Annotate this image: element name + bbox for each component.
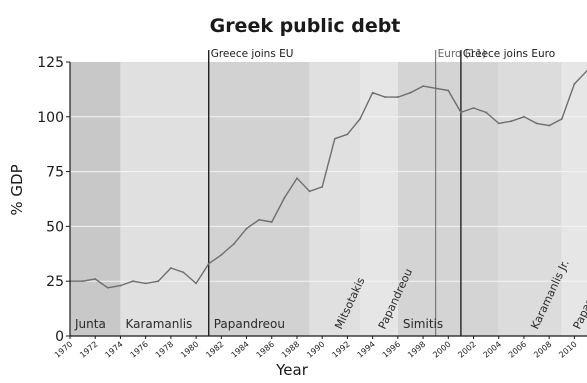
data-point	[396, 96, 399, 98]
axes	[69, 62, 587, 337]
data-point	[510, 120, 513, 123]
y-tick-label: 0	[55, 329, 64, 345]
y-tick-label: 75	[46, 165, 64, 181]
x-tick-label: 2006	[507, 340, 528, 360]
era-label: Simitis	[403, 317, 443, 331]
data-point	[485, 111, 488, 114]
x-tick-label: 2010	[557, 340, 578, 360]
y-axis-label: % GDP	[8, 164, 26, 215]
x-tick-label: 1998	[406, 340, 427, 360]
data-point	[270, 221, 273, 223]
data-point	[497, 122, 500, 125]
debt-line	[70, 70, 587, 289]
data-point	[144, 282, 147, 285]
data-point	[371, 91, 374, 94]
data-point	[321, 186, 324, 188]
x-tick-label: 2004	[482, 340, 503, 360]
x-tick-label: 2002	[456, 340, 477, 360]
x-tick-label: 1992	[330, 340, 351, 360]
data-point	[447, 89, 450, 92]
x-tick-label: 1982	[204, 340, 225, 360]
x-tick-label: 1994	[356, 340, 377, 360]
chart-title: Greek public debt	[210, 15, 401, 37]
event-label: Euro (11)	[438, 48, 487, 60]
x-tick-label: 1996	[381, 340, 402, 360]
era-band	[397, 62, 499, 336]
data-point	[460, 111, 462, 114]
event-label: Greece joins Euro	[463, 48, 555, 60]
x-tick-label: 1984	[229, 340, 250, 360]
era-band	[360, 62, 398, 336]
data-point	[472, 107, 475, 109]
data-point	[182, 271, 185, 274]
data-point	[245, 227, 248, 230]
data-point	[359, 118, 361, 120]
y-tick-label: 125	[37, 55, 64, 71]
era-band	[498, 62, 562, 336]
era-band	[309, 62, 361, 336]
era-band	[561, 62, 587, 336]
event-markers: Greece joins EU Euro (11)Greece joins Eur…	[208, 48, 555, 336]
x-tick-label: 2000	[431, 340, 452, 360]
y-tick-label: 100	[37, 110, 64, 126]
y-tick-labels: 0 25 50 75 100 125	[37, 55, 70, 345]
era-label: Karamanlis	[125, 317, 192, 331]
data-point	[560, 118, 563, 120]
era-bands	[70, 62, 587, 336]
data-point	[195, 282, 197, 285]
data-point	[333, 137, 336, 140]
data-point	[296, 177, 298, 180]
data-point	[106, 286, 109, 289]
era-label: Papandreou	[214, 317, 285, 331]
y-tick-label: 50	[46, 219, 64, 235]
era-band	[70, 62, 121, 336]
data-point	[81, 280, 84, 283]
data-point	[169, 267, 172, 269]
data-point	[535, 122, 538, 125]
y-tick-label: 25	[46, 274, 64, 290]
data-point	[422, 85, 424, 88]
data-point	[409, 91, 412, 94]
data-point	[132, 280, 134, 283]
data-point	[220, 253, 223, 256]
era-band	[208, 62, 310, 336]
event-label: Greece joins EU	[211, 48, 294, 60]
data-point	[346, 133, 349, 136]
x-tick-label: 1990	[305, 340, 326, 360]
era-band	[120, 62, 209, 336]
x-tick-label: 1986	[255, 340, 276, 360]
x-tick-label: 1976	[129, 340, 150, 360]
data-point	[207, 262, 210, 265]
x-tick-label: 2008	[532, 340, 553, 360]
data-point	[157, 280, 160, 283]
x-tick-label: 1988	[280, 340, 301, 360]
era-label: Junta	[74, 317, 106, 331]
data-point	[308, 190, 311, 193]
data-point	[119, 284, 122, 287]
data-point	[434, 87, 437, 90]
data-point	[523, 115, 525, 118]
x-tick-label: 1972	[78, 340, 99, 360]
x-tick-label: 1980	[179, 340, 200, 360]
data-point	[548, 124, 551, 127]
x-tick-label: 1974	[103, 340, 124, 360]
data-point	[94, 278, 97, 280]
data-point	[258, 218, 261, 221]
data-point	[573, 83, 576, 85]
data-point	[233, 243, 235, 245]
data-point	[283, 197, 286, 199]
data-point	[384, 96, 387, 98]
x-tick-label: 1978	[154, 340, 175, 360]
x-axis-label: Year	[275, 361, 309, 379]
x-tick-labels: 1970 1972 1974 1976 1978 1980 1982 1984 1986 1988…	[53, 336, 579, 360]
